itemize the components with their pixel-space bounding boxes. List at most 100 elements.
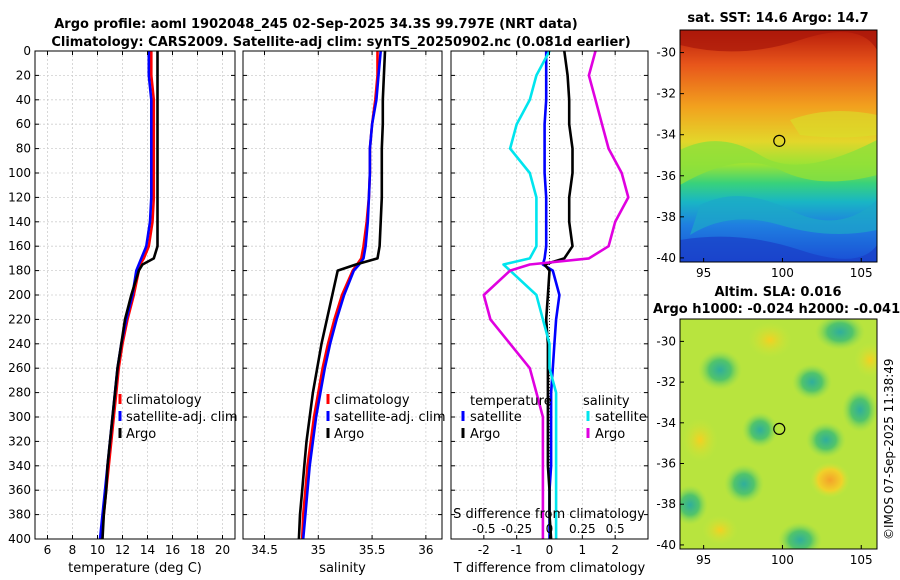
depth-tick-label: 160: [8, 239, 31, 253]
legend-label: Argo: [334, 427, 364, 442]
sst-map-lon-tick-label: 105: [850, 266, 873, 280]
salinity-series-satellite-adj-clim: [301, 51, 382, 539]
depth-tick-label: 340: [8, 459, 31, 473]
depth-tick-label: 140: [8, 215, 31, 229]
difference-series-t-satellite: [541, 51, 561, 539]
salinity-xlabel: salinity: [319, 561, 366, 576]
difference-top-tick-label: -0.25: [501, 522, 532, 536]
sst-map-lat-tick-label: -40: [656, 251, 676, 265]
difference-xtick-label: 1: [579, 543, 587, 557]
legend-label: satellite-adj. clim: [334, 410, 446, 425]
temperature-xtick-label: 14: [140, 543, 155, 557]
depth-tick-label: 60: [16, 117, 31, 131]
salinity-series-argo: [297, 51, 387, 539]
legend-heading-temperature: temperature: [470, 394, 552, 409]
sst-argo-location-marker: [773, 134, 786, 147]
difference-top-tick-label: 0: [546, 522, 554, 536]
legend-label: satellite: [595, 410, 647, 425]
depth-tick-label: 220: [8, 312, 31, 326]
sla-map-title: Altim. SLA: 0.016: [715, 285, 842, 300]
sla-map-subtitle: Argo h1000: -0.024 h2000: -0.041: [653, 302, 900, 317]
depth-tick-label: 40: [16, 93, 31, 107]
sla-map-lat-tick-label: -40: [656, 538, 676, 552]
depth-tick-label: 0: [23, 44, 31, 58]
legend-label: Argo: [595, 427, 625, 442]
salinity-xtick-label: 34.5: [251, 543, 278, 557]
sla-map-lat-tick-label: -30: [656, 334, 676, 348]
depth-tick-label: 300: [8, 410, 31, 424]
temperature-xtick-label: 18: [190, 543, 205, 557]
difference-xlabel: T difference from climatology: [453, 561, 646, 576]
depth-tick-label: 200: [8, 288, 31, 302]
sst-map-lon-tick-label: 100: [771, 266, 794, 280]
depth-tick-label: 100: [8, 166, 31, 180]
temperature-xtick-label: 12: [115, 543, 130, 557]
depth-tick-label: 400: [8, 532, 31, 546]
difference-xtick-label: -1: [511, 543, 523, 557]
sst-map-axes: 95 100 105 -30 -32 -34 -36 -38 -40: [656, 46, 872, 280]
sst-map-lat-tick-label: -30: [656, 46, 676, 60]
sst-map-lat-tick-label: -34: [656, 128, 676, 142]
temperature-xtick-label: 8: [69, 543, 77, 557]
difference-series-s-argo: [482, 51, 630, 539]
legend-label: satellite: [470, 410, 522, 425]
sla-map-image: [680, 319, 877, 549]
difference-top-tick-label: 0.5: [606, 522, 625, 536]
title-line2: Climatology: CARS2009. Satellite-adj cli…: [51, 35, 630, 50]
difference-series-t-argo: [543, 51, 574, 539]
depth-tick-label: 120: [8, 190, 31, 204]
depth-tick-label: 240: [8, 337, 31, 351]
sst-map-title: sat. SST: 14.6 Argo: 14.7: [687, 11, 868, 26]
sst-map-lat-tick-label: -36: [656, 169, 676, 183]
depth-tick-label: 360: [8, 483, 31, 497]
legend-label: climatology: [126, 393, 202, 408]
sla-map-lon-tick-label: 105: [850, 553, 873, 567]
temperature-xtick-label: 16: [165, 543, 180, 557]
salinity-xtick-label: 35: [311, 543, 326, 557]
sla-map-lat-tick-label: -32: [656, 375, 676, 389]
sla-map-lat-tick-label: -34: [656, 416, 676, 430]
depth-tick-label: 280: [8, 386, 31, 400]
depth-tick-label: 380: [8, 508, 31, 522]
salinity-panel: 34.5 35 35.5 36 salinity climatology satellite…: [242, 50, 446, 576]
temperature-xtick-label: 20: [215, 543, 230, 557]
depth-tick-label: 180: [8, 264, 31, 278]
sla-map-frame: [679, 318, 878, 550]
difference-top-tick-label: 0.25: [569, 522, 596, 536]
temperature-panel: 6 8 10 12 14 16 18 2002040608010012014016018020…: [8, 44, 238, 576]
depth-tick-label: 260: [8, 361, 31, 375]
depth-tick-label: 20: [16, 68, 31, 82]
sst-map-frame: [679, 29, 878, 263]
sla-map-lon-tick-label: 100: [771, 553, 794, 567]
difference-xtick-label: -2: [478, 543, 490, 557]
temperature-series-argo: [101, 51, 159, 539]
salinity-xtick-label: 36: [418, 543, 433, 557]
sla-map-lat-tick-label: -36: [656, 457, 676, 471]
difference-panel: -2 -1 0 1 2 T difference from climatology S di…: [450, 50, 649, 576]
legend-label: Argo: [470, 427, 500, 442]
imos-timestamp: ©IMOS 07-Sep-2025 11:38:49: [882, 358, 896, 540]
sla-map-lon-tick-label: 95: [696, 553, 711, 567]
sla-argo-location-marker: [773, 422, 786, 436]
temperature-xtick-label: 10: [90, 543, 105, 557]
sst-map-lat-tick-label: -32: [656, 87, 676, 101]
salinity-xtick-label: 35.5: [359, 543, 386, 557]
difference-top-tick-label: -0.5: [472, 522, 495, 536]
legend-heading-salinity: salinity: [583, 394, 630, 409]
difference-top-xlabel: S difference from climatology: [453, 507, 645, 522]
legend-label: Argo: [126, 427, 156, 442]
sla-map-lat-tick-label: -38: [656, 497, 676, 511]
legend-label: climatology: [334, 393, 410, 408]
difference-xtick-label: 0: [546, 543, 554, 557]
depth-tick-label: 320: [8, 434, 31, 448]
depth-tick-label: 80: [16, 142, 31, 156]
sst-map-lat-tick-label: -38: [656, 210, 676, 224]
difference-xtick-label: 2: [611, 543, 619, 557]
temperature-xtick-label: 6: [44, 543, 52, 557]
temperature-xlabel: temperature (deg C): [68, 561, 202, 576]
legend-label: satellite-adj. clim: [126, 410, 238, 425]
sla-map-axes: 95 100 105 -30 -32 -34 -36 -38 -40: [656, 334, 872, 567]
title-line1: Argo profile: aoml 1902048_245 02-Sep-20…: [54, 17, 578, 32]
sst-map-lon-tick-label: 95: [696, 266, 711, 280]
